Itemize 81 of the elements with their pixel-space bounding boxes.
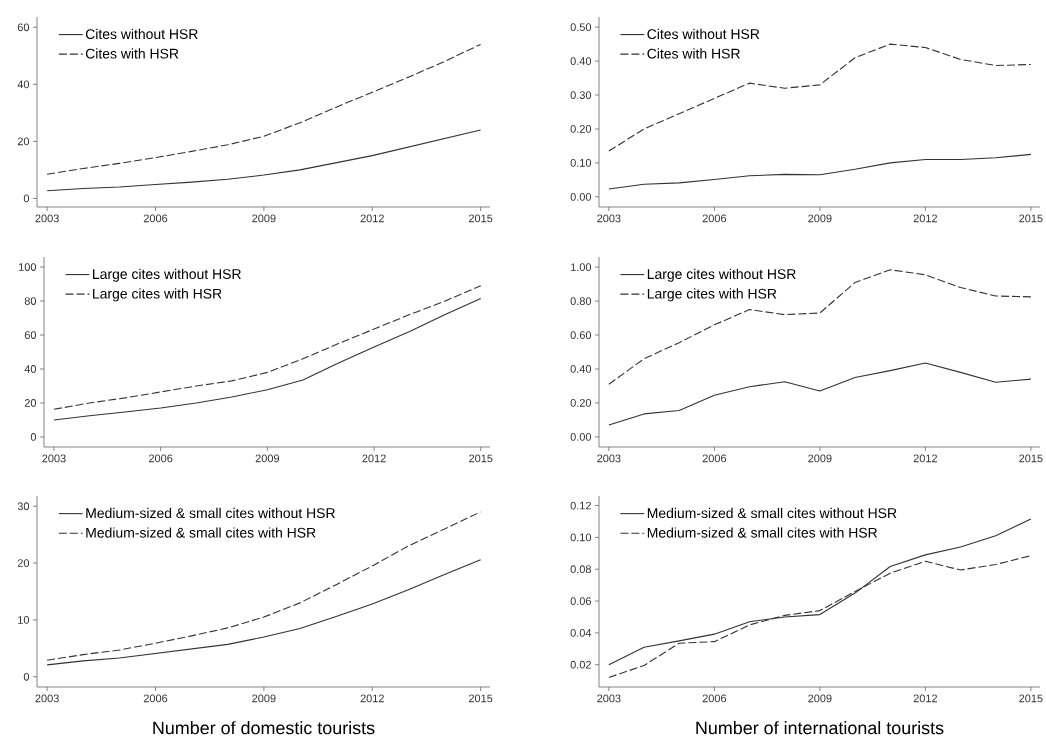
x-tick-label: 2009 [255, 454, 280, 463]
y-tick-label: 30 [17, 502, 30, 511]
y-tick-label: 0.20 [570, 399, 592, 407]
y-tick-label: 0 [30, 433, 37, 441]
x-tick-label: 2006 [702, 214, 727, 223]
y-tick-label: 60 [24, 331, 37, 339]
x-tick-label: 2003 [597, 454, 621, 463]
x-axis-title: Number of domestic tourists [153, 721, 375, 735]
x-tick-label: 2006 [702, 454, 727, 463]
y-tick-label: 0.08 [570, 565, 592, 574]
legend-label: Large cites with HSR [647, 288, 777, 302]
legend-label: Cites without HSR [85, 28, 198, 40]
x-tick-label: 2009 [808, 454, 832, 463]
legend-label: Large cites without HSR [93, 268, 241, 282]
x-tick-label: 2009 [252, 694, 276, 703]
x-tick-label: 2009 [252, 214, 276, 223]
y-tick-label: 0.50 [570, 23, 592, 32]
x-tick-label: 2003 [35, 214, 59, 223]
legend-label: Medium-sized & small cites with HSR [647, 527, 878, 538]
y-tick-label: 10 [18, 616, 30, 624]
y-tick-label: 0.40 [570, 365, 592, 373]
x-tick-label: 2006 [702, 694, 727, 703]
x-tick-label: 2012 [360, 214, 384, 223]
line-series [608, 269, 1032, 385]
x-tick-label: 2012 [913, 694, 937, 703]
x-tick-label: 2012 [362, 454, 386, 463]
y-tick-label: 0.00 [570, 432, 592, 441]
y-tick-label: 0.12 [570, 501, 591, 510]
x-tick-label: 2012 [360, 694, 384, 703]
y-tick-label: 0.06 [570, 597, 592, 605]
x-tick-label: 2012 [913, 214, 937, 223]
line-series [608, 43, 1032, 152]
y-tick-label: 0.20 [570, 125, 592, 133]
y-tick-label: 80 [24, 297, 37, 305]
x-tick-label: 2006 [143, 694, 168, 703]
x-axis-title: Number of international tourists [696, 721, 944, 735]
x-tick-label: 2003 [35, 694, 59, 703]
y-tick-label: 0.02 [570, 660, 591, 669]
y-tick-label: 1.00 [570, 263, 592, 272]
y-tick-label: 0.40 [570, 57, 592, 65]
legend-label: Cites without HSR [647, 28, 760, 40]
y-tick-label: 0.30 [570, 91, 592, 99]
x-tick-label: 2015 [1019, 694, 1043, 703]
y-tick-label: 20 [17, 137, 30, 146]
legend-label: Cites with HSR [647, 48, 740, 59]
x-tick-label: 2012 [913, 454, 937, 463]
y-tick-label: 0.00 [570, 192, 592, 201]
x-tick-label: 2009 [808, 214, 832, 223]
line-series [608, 153, 1032, 190]
x-tick-label: 2006 [143, 214, 168, 223]
y-tick-label: 40 [24, 365, 37, 373]
legend-label: Large cites without HSR [647, 268, 796, 282]
legend-label: Large cites with HSR [93, 288, 222, 302]
y-tick-label: 0 [23, 672, 30, 681]
y-tick-label: 20 [24, 399, 37, 407]
y-tick-label: 0.60 [570, 331, 592, 339]
y-tick-label: 0 [23, 194, 30, 203]
y-tick-label: 20 [17, 559, 30, 567]
x-tick-label: 2009 [808, 694, 832, 703]
x-tick-label: 2015 [1019, 214, 1043, 223]
legend-label: Cites with HSR [85, 48, 179, 59]
x-tick-label: 2006 [149, 454, 173, 463]
x-tick-label: 2003 [42, 454, 66, 463]
legend-label: Medium-sized & small cites with HSR [86, 527, 316, 538]
y-tick-label: 0.04 [570, 629, 592, 637]
y-tick-label: 0.80 [570, 297, 592, 305]
y-tick-label: 100 [19, 263, 37, 271]
line-series [46, 43, 482, 175]
y-tick-label: 0.10 [570, 159, 592, 167]
x-tick-label: 2003 [597, 214, 621, 223]
x-tick-label: 2015 [468, 694, 493, 703]
x-tick-label: 2015 [1019, 454, 1043, 463]
legend-label: Medium-sized & small cites without HSR [647, 507, 897, 519]
x-tick-label: 2015 [468, 214, 493, 223]
y-tick-label: 0.10 [570, 533, 592, 542]
x-tick-label: 2015 [469, 454, 493, 463]
y-tick-label: 60 [17, 23, 30, 32]
legend-label: Medium-sized & small cites without HSR [86, 507, 335, 519]
line-series [608, 362, 1032, 426]
y-tick-label: 40 [17, 80, 30, 89]
x-tick-label: 2003 [597, 694, 621, 703]
